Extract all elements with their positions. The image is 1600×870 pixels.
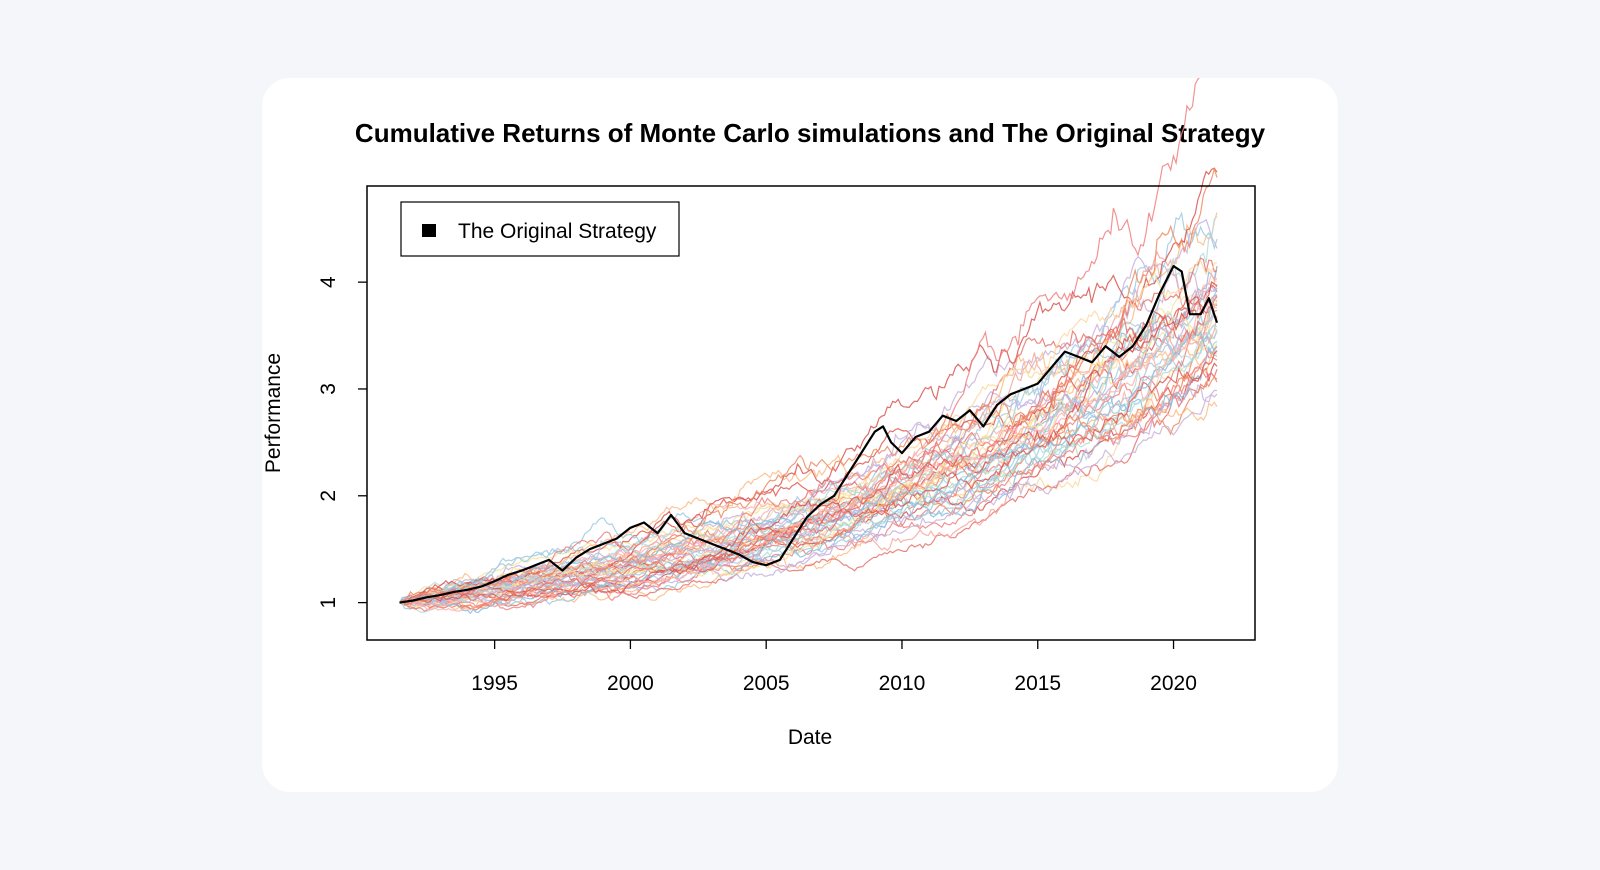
chart: Cumulative Returns of Monte Carlo simula… (262, 78, 1266, 749)
x-tick-label: 1995 (471, 672, 518, 695)
simulation-line (399, 297, 1218, 612)
simulation-line (399, 344, 1218, 604)
y-tick-label: 2 (317, 490, 340, 502)
x-axis: 1995 2000 2005 2010 2015 2020 (471, 640, 1197, 695)
simulation-line (399, 250, 1218, 605)
x-tick-label: 2000 (607, 672, 654, 695)
simulation-line (399, 345, 1218, 615)
x-tick-label: 2005 (743, 672, 790, 695)
simulation-line (399, 280, 1218, 604)
simulation-line (399, 166, 1218, 606)
simulation-line (399, 365, 1218, 612)
simulation-line (399, 295, 1218, 604)
y-tick-label: 1 (317, 597, 340, 609)
x-axis-label: Date (788, 726, 832, 749)
simulation-line (399, 389, 1218, 607)
x-tick-label: 2020 (1150, 672, 1197, 695)
x-tick-label: 2015 (1014, 672, 1061, 695)
original-strategy-line-layer (399, 265, 1219, 604)
legend-swatch (422, 224, 436, 237)
simulation-lines (399, 78, 1218, 615)
simulation-line (399, 272, 1218, 604)
y-tick-label: 3 (317, 383, 340, 395)
legend-entry-original-strategy: The Original Strategy (458, 220, 657, 243)
simulation-line (399, 350, 1218, 604)
chart-title: Cumulative Returns of Monte Carlo simula… (355, 118, 1266, 148)
simulation-line (399, 78, 1200, 604)
y-axis-label: Performance (262, 353, 285, 473)
x-tick-label: 2010 (879, 672, 926, 695)
original-strategy-line (399, 265, 1219, 604)
y-tick-label: 4 (317, 276, 340, 288)
legend-box (400, 201, 680, 257)
legend: The Original Strategy (400, 201, 680, 257)
plot-frame (366, 185, 1256, 641)
y-axis: 1 2 3 4 (317, 276, 367, 608)
simulation-line (399, 281, 1218, 605)
chart-card: Cumulative Returns of Monte Carlo simula… (262, 78, 1338, 792)
